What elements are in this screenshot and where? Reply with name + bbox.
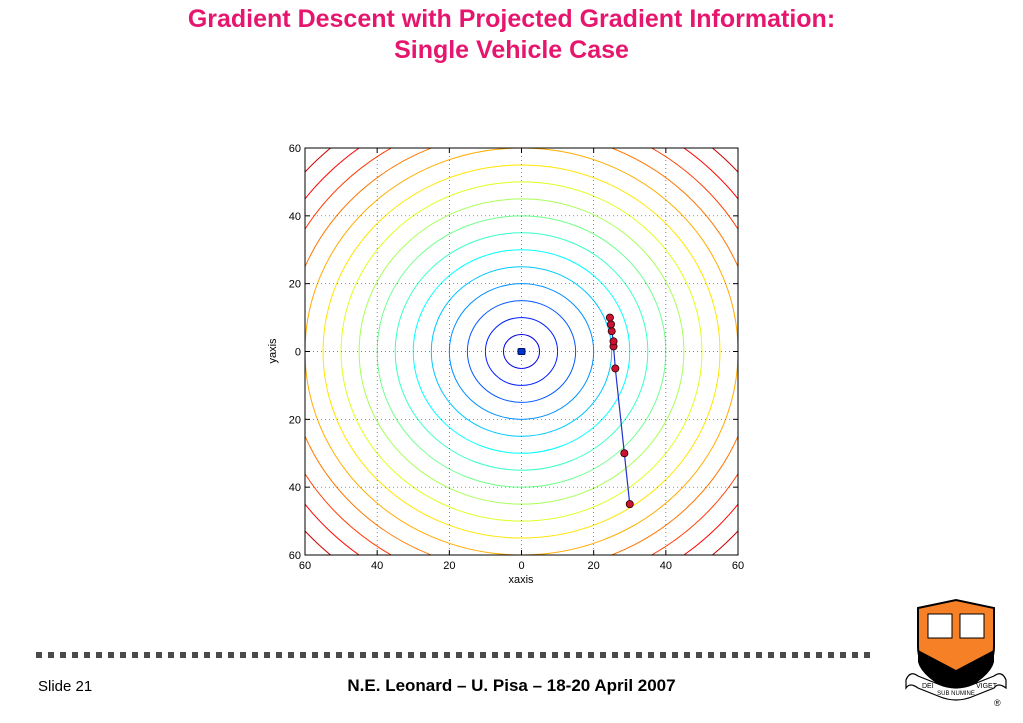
motto-right-text: VIGET: [976, 683, 998, 690]
trajectory-point: [611, 364, 620, 373]
contour-lines: [305, 148, 738, 555]
y-tick-label: 40: [289, 211, 301, 223]
motto-banner: [905, 673, 1007, 701]
slide-title: Gradient Descent with Projected Gradient…: [0, 4, 1023, 66]
motto-left-text: DEI: [922, 683, 934, 690]
footer-text: N.E. Leonard – U. Pisa – 18-20 April 200…: [347, 676, 676, 695]
y-tick-label: 20: [289, 279, 301, 291]
x-tick-labels: 60 40 20 0 20 40 60: [299, 560, 744, 572]
trajectory-point: [625, 500, 634, 509]
contour-line: [305, 148, 738, 555]
y-tick-label: 60: [289, 143, 301, 155]
y-axis-label: yaxis: [267, 338, 279, 364]
y-tick-label: 60: [289, 550, 301, 562]
x-tick-label: 0: [518, 560, 524, 572]
y-tick-label: 40: [289, 482, 301, 494]
slide-number: Slide 21: [38, 678, 93, 695]
trajectory-point: [605, 313, 614, 322]
target-marker: [517, 348, 526, 355]
contour-plot: 60 40 20 0 20 40 60 60 40 20 0 20 40 60 xaxis yaxis: [267, 143, 744, 586]
trajectory-point: [609, 337, 618, 346]
x-axis-label: xaxis: [508, 574, 534, 586]
trajectory: [605, 313, 634, 509]
princeton-shield-logo: DEI SUB NUMINE VIGET ®: [905, 598, 1007, 708]
trajectory-point: [606, 320, 615, 329]
x-tick-label: 20: [588, 560, 600, 572]
trajectory-point: [620, 449, 629, 458]
x-tick-label: 40: [660, 560, 672, 572]
axis-ticks: [304, 147, 739, 556]
x-tick-label: 20: [443, 560, 455, 572]
y-tick-label: 0: [295, 347, 301, 359]
x-tick-label: 60: [732, 560, 744, 572]
y-tick-label: 20: [289, 414, 301, 426]
slide-title-line1: Gradient Descent with Projected Gradient…: [187, 5, 836, 33]
shield-book-right: [959, 613, 985, 639]
y-tick-labels: 60 40 20 0 20 40 60: [289, 143, 301, 562]
shield-book-left: [927, 613, 953, 639]
x-tick-label: 60: [299, 560, 311, 572]
motto-center-text: SUB NUMINE: [937, 691, 975, 697]
trajectory-point: [607, 327, 616, 336]
slide-title-line2: Single Vehicle Case: [394, 36, 629, 64]
footer-dotted-rule: [36, 652, 874, 658]
registered-mark: ®: [994, 698, 1001, 708]
x-tick-label: 40: [371, 560, 383, 572]
